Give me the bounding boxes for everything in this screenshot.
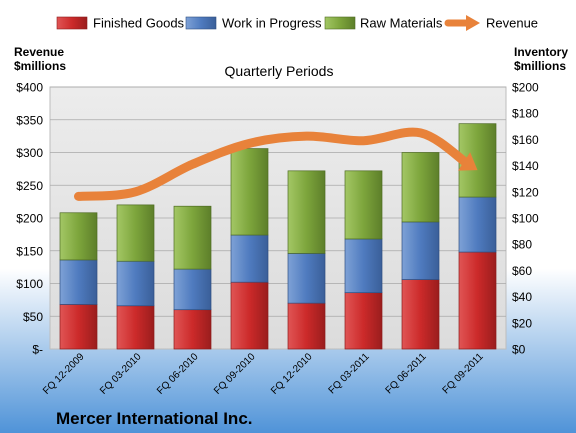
bar-raw-materials (401, 152, 440, 223)
right-axis-tick-label: $0 (512, 343, 526, 357)
legend-label-revenue: Revenue (486, 16, 538, 31)
legend-label-finished-goods: Finished Goods (93, 16, 185, 31)
bar-work-in-progress (59, 259, 98, 305)
right-axis-tick-label: $200 (512, 81, 539, 95)
right-axis-title-line2: $millions (514, 59, 566, 73)
revenue-line-group (74, 127, 478, 201)
bar-finished-goods (59, 304, 98, 350)
bar-finished-goods (173, 309, 212, 350)
bar-finished-goods (230, 281, 269, 350)
bar-raw-materials (287, 170, 326, 254)
right-axis-tick-label: $120 (512, 185, 539, 199)
bar-work-in-progress (344, 238, 383, 294)
bar-raw-materials (344, 170, 383, 240)
legend-label-raw-materials: Raw Materials (360, 16, 443, 31)
bars-group (59, 123, 497, 350)
company-name: Mercer International Inc. (56, 409, 253, 428)
left-axis-tick-label: $200 (16, 212, 43, 226)
legend: Finished Goods Work in Progress Raw Mate… (56, 15, 538, 31)
legend-swatch-finished-goods (56, 16, 88, 30)
bar-finished-goods (116, 305, 155, 350)
legend-swatch-work-in-progress (185, 16, 217, 30)
left-axis-tick-label: $100 (16, 277, 43, 291)
right-axis-tick-label: $180 (512, 107, 539, 121)
bar-finished-goods (458, 251, 497, 350)
revenue-line (74, 127, 472, 201)
right-axis-tick-label: $60 (512, 264, 532, 278)
revenue-arrowhead (458, 152, 478, 171)
right-axis-tick-label: $40 (512, 290, 532, 304)
legend-item-work-in-progress: Work in Progress (185, 16, 322, 31)
legend-arrowhead-revenue (466, 15, 480, 31)
right-axis-tick-label: $140 (512, 159, 539, 173)
bar-work-in-progress (287, 253, 326, 304)
bar-raw-materials (230, 148, 269, 236)
legend-swatch-raw-materials (324, 16, 356, 30)
legend-item-finished-goods: Finished Goods (56, 16, 185, 31)
bar-raw-materials (173, 205, 212, 270)
left-axis-ticks: $- $50 $100 $150 $200 $250 $300 $350 $400 (16, 81, 43, 357)
legend-item-raw-materials: Raw Materials (324, 16, 443, 31)
left-axis-tick-label: $400 (16, 81, 43, 95)
right-axis-tick-label: $100 (512, 212, 539, 226)
bar-finished-goods (287, 302, 326, 350)
legend-label-work-in-progress: Work in Progress (222, 16, 322, 31)
chart-title: Quarterly Periods (225, 63, 334, 79)
left-axis-tick-label: $250 (16, 179, 43, 193)
legend-item-revenue: Revenue (444, 15, 538, 31)
bar-work-in-progress (173, 268, 212, 311)
bar-finished-goods (401, 279, 440, 350)
bar-work-in-progress (230, 234, 269, 283)
bar-raw-materials (116, 204, 155, 262)
left-axis-tick-label: $150 (16, 244, 43, 258)
right-axis-tick-label: $20 (512, 316, 532, 330)
right-axis-ticks: $0 $20 $40 $60 $80 $100 $120 $140 $160 $180 $200 (512, 81, 539, 357)
left-axis-title-line1: Revenue (14, 45, 64, 59)
left-axis-tick-label: $- (32, 343, 43, 357)
right-axis-tick-label: $80 (512, 238, 532, 252)
right-axis-tick-label: $160 (512, 133, 539, 147)
left-axis-tick-label: $50 (23, 310, 43, 324)
bar-raw-materials (59, 212, 98, 261)
left-axis-tick-label: $300 (16, 146, 43, 160)
bar-work-in-progress (116, 260, 155, 307)
right-axis-title-line1: Inventory (514, 45, 568, 59)
left-axis-title-line2: $millions (14, 59, 66, 73)
bar-work-in-progress (458, 196, 497, 253)
bar-finished-goods (344, 292, 383, 350)
bar-work-in-progress (401, 221, 440, 280)
left-axis-tick-label: $350 (16, 113, 43, 127)
